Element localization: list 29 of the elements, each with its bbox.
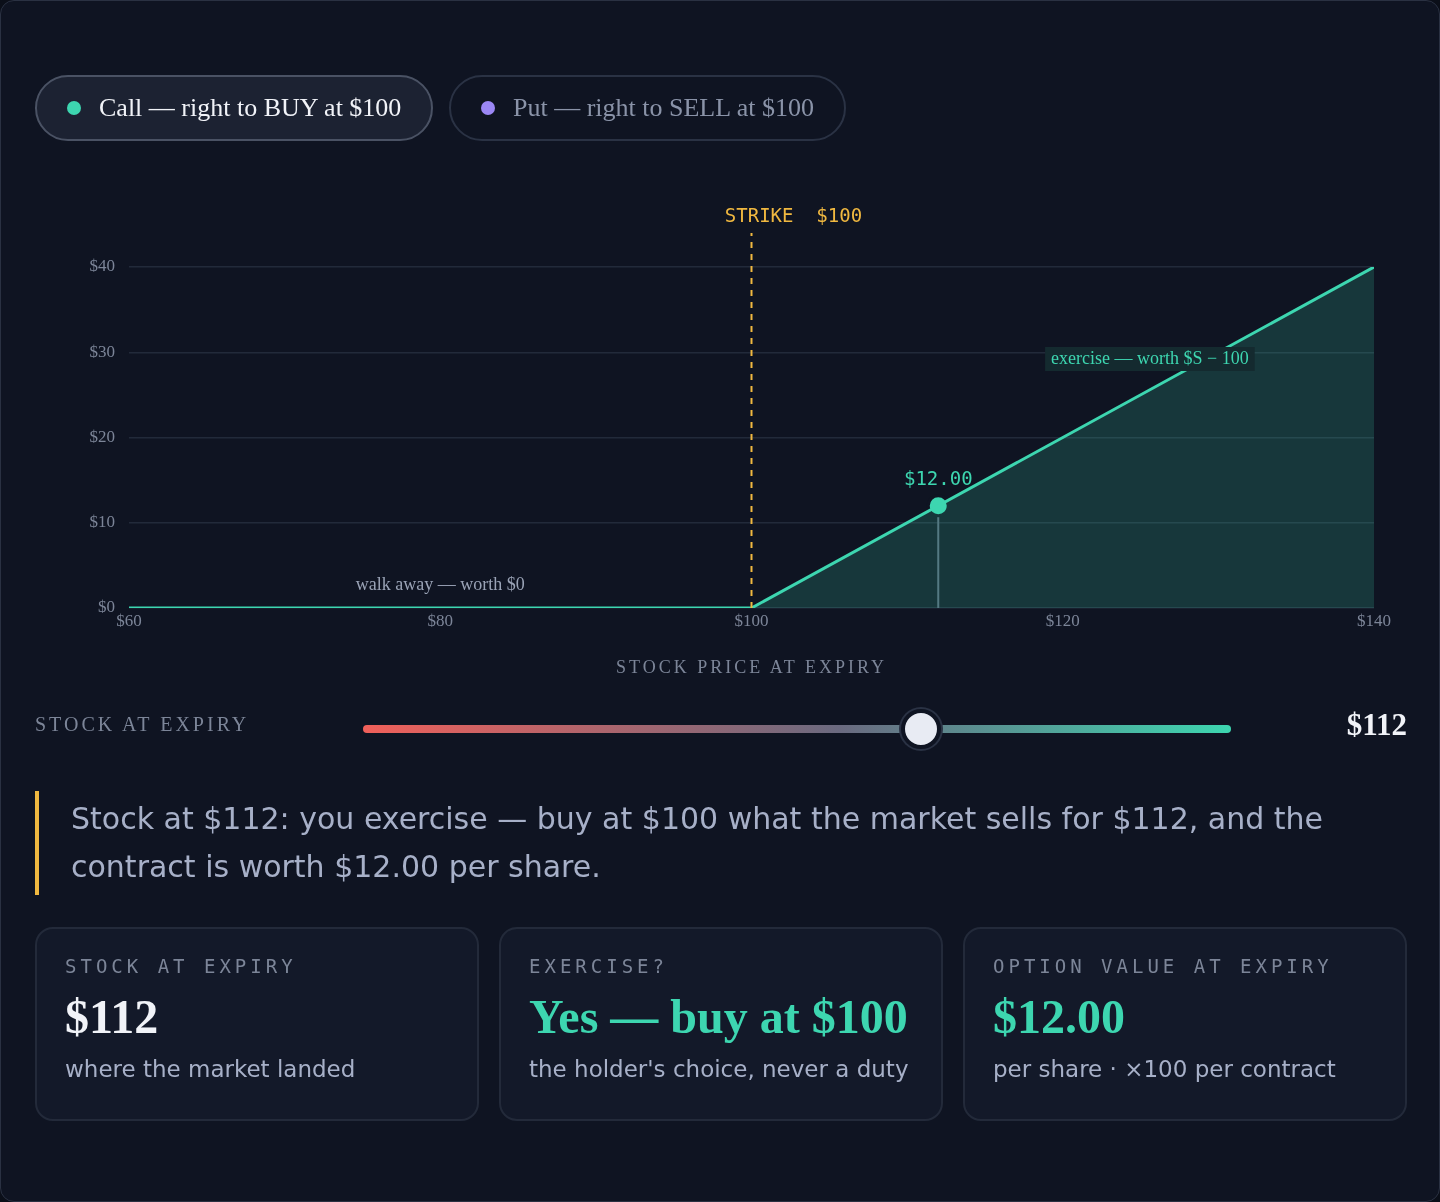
text: $112 (65, 989, 160, 1044)
text: $12.00 (993, 989, 1126, 1044)
text: the holder's choice, never a duty (529, 1056, 910, 1082)
text: Stock at $112: you exercise — buy at $100 what the market sells for $112, and the contract is worth $12.00 per share. (35, 791, 1395, 895)
text: $112 (1346, 707, 1407, 743)
y-tick-label: $0 (98, 597, 115, 617)
text: Yes — buy at $100 (529, 989, 909, 1044)
text: STOCK AT EXPIRY (35, 713, 250, 736)
annotation: walk away — worth $0 (355, 573, 525, 594)
text: Call — right to BUY at $100 (99, 93, 402, 123)
text: Put — right to SELL at $100 (513, 93, 814, 123)
text: EXERCISE? (529, 955, 669, 977)
y-tick-label: $20 (89, 426, 115, 446)
x-tick-label: $140 (1357, 610, 1391, 630)
y-tick-label: $30 (89, 341, 115, 361)
x-axis-title: STOCK PRICE AT EXPIRY (616, 656, 887, 677)
text: STOCK AT EXPIRY (65, 955, 298, 977)
y-tick-label: $40 (89, 256, 115, 276)
x-tick-label: $80 (427, 610, 453, 630)
data-label: $12.00 (903, 467, 973, 490)
ref-line-label: STRIKE $100 (724, 204, 863, 227)
annotation: exercise — worth $S − 100 (1051, 347, 1249, 368)
x-tick-label: $60 (116, 610, 142, 630)
x-tick-label: $120 (1045, 610, 1080, 630)
text: per share · ×100 per contract (993, 1056, 1337, 1082)
text: where the market landed (65, 1056, 357, 1082)
y-tick-label: $10 (89, 512, 115, 532)
text: OPTION VALUE AT EXPIRY (993, 955, 1334, 977)
x-tick-label: $100 (734, 610, 769, 630)
